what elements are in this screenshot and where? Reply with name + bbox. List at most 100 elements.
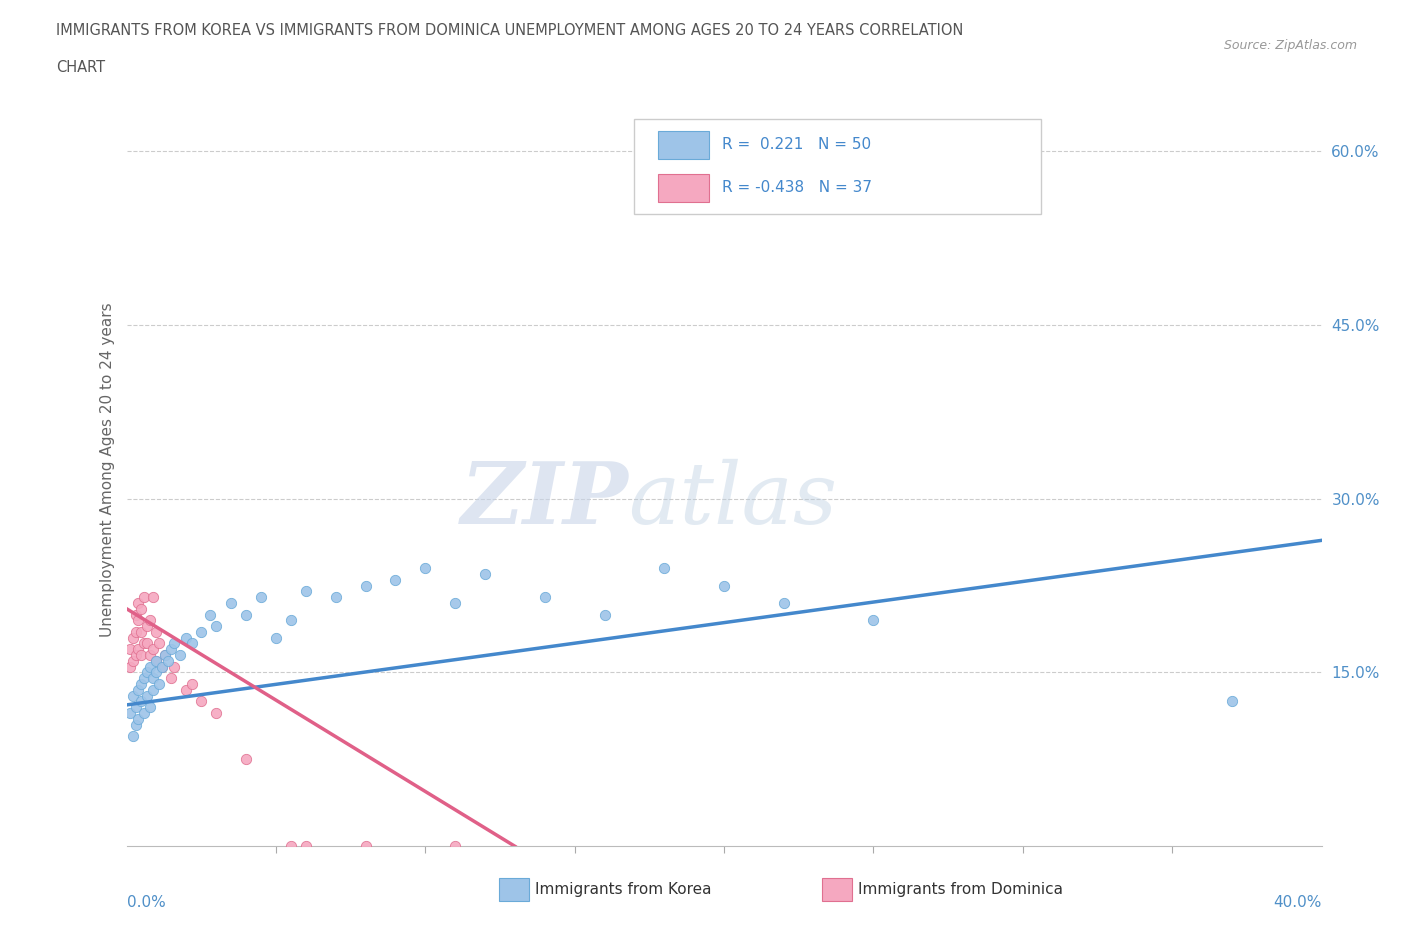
Point	[124, 647, 146, 662]
Point	[219, 595, 242, 610]
Point	[593, 607, 616, 622]
Point	[131, 694, 153, 709]
Point	[235, 607, 257, 622]
Point	[131, 602, 153, 617]
Point	[124, 699, 146, 714]
Point	[142, 671, 165, 685]
Point	[163, 659, 186, 674]
Point	[160, 671, 183, 685]
Point	[652, 561, 675, 576]
Point	[280, 613, 302, 628]
Point	[134, 590, 156, 604]
Point	[294, 584, 316, 599]
Bar	[658, 131, 709, 159]
Point	[205, 706, 228, 721]
FancyBboxPatch shape	[634, 119, 1040, 214]
Point	[121, 688, 143, 703]
Point	[713, 578, 735, 593]
Point	[134, 706, 156, 721]
Text: CHART: CHART	[56, 60, 105, 75]
Point	[163, 636, 186, 651]
Point	[174, 683, 197, 698]
Point	[264, 631, 287, 645]
Point	[200, 607, 222, 622]
Point	[136, 688, 159, 703]
Bar	[658, 174, 709, 202]
Point	[1220, 694, 1243, 709]
Text: IMMIGRANTS FROM KOREA VS IMMIGRANTS FROM DOMINICA UNEMPLOYMENT AMONG AGES 20 TO : IMMIGRANTS FROM KOREA VS IMMIGRANTS FROM…	[56, 23, 963, 38]
Point	[131, 624, 153, 639]
Point	[354, 578, 377, 593]
Text: 40.0%: 40.0%	[1274, 896, 1322, 910]
Point	[124, 624, 146, 639]
Text: Immigrants from Dominica: Immigrants from Dominica	[858, 882, 1063, 897]
Point	[280, 839, 302, 854]
Point	[136, 618, 159, 633]
Point	[131, 647, 153, 662]
Point	[157, 654, 180, 669]
Point	[148, 636, 170, 651]
Point	[354, 839, 377, 854]
Point	[127, 595, 149, 610]
Point	[142, 642, 165, 657]
Point	[235, 752, 257, 767]
Point	[181, 677, 204, 692]
Text: Source: ZipAtlas.com: Source: ZipAtlas.com	[1223, 39, 1357, 52]
Text: ZIP: ZIP	[461, 458, 628, 541]
Text: atlas: atlas	[628, 458, 838, 541]
Point	[139, 659, 162, 674]
Point	[190, 624, 212, 639]
Point	[152, 659, 174, 674]
Point	[118, 659, 141, 674]
Point	[139, 647, 162, 662]
Point	[121, 631, 143, 645]
Point	[444, 595, 467, 610]
Bar	[823, 878, 852, 900]
Point	[152, 659, 174, 674]
Point	[205, 618, 228, 633]
Point	[534, 590, 557, 604]
Text: Immigrants from Korea: Immigrants from Korea	[536, 882, 711, 897]
Point	[174, 631, 197, 645]
Point	[145, 624, 167, 639]
Point	[155, 647, 177, 662]
Point	[127, 613, 149, 628]
Point	[474, 566, 496, 581]
Point	[121, 654, 143, 669]
Point	[136, 665, 159, 680]
Point	[145, 654, 167, 669]
Point	[294, 839, 316, 854]
Point	[121, 729, 143, 744]
Text: R = -0.438   N = 37: R = -0.438 N = 37	[721, 180, 872, 195]
Point	[127, 683, 149, 698]
Point	[136, 636, 159, 651]
Point	[444, 839, 467, 854]
Point	[118, 642, 141, 657]
Point	[124, 607, 146, 622]
Text: 0.0%: 0.0%	[127, 896, 166, 910]
Point	[155, 647, 177, 662]
Point	[142, 683, 165, 698]
Bar	[499, 878, 529, 900]
Point	[124, 717, 146, 732]
Point	[139, 699, 162, 714]
Point	[160, 642, 183, 657]
Y-axis label: Unemployment Among Ages 20 to 24 years: Unemployment Among Ages 20 to 24 years	[100, 302, 115, 637]
Point	[148, 677, 170, 692]
Point	[250, 590, 273, 604]
Point	[181, 636, 204, 651]
Point	[127, 711, 149, 726]
Point	[169, 647, 191, 662]
Point	[134, 636, 156, 651]
Point	[415, 561, 437, 576]
Point	[118, 706, 141, 721]
Point	[131, 677, 153, 692]
Point	[384, 572, 406, 587]
Point	[134, 671, 156, 685]
Point	[190, 694, 212, 709]
Point	[145, 665, 167, 680]
Text: R =  0.221   N = 50: R = 0.221 N = 50	[721, 137, 870, 152]
Point	[773, 595, 796, 610]
Point	[139, 613, 162, 628]
Point	[127, 642, 149, 657]
